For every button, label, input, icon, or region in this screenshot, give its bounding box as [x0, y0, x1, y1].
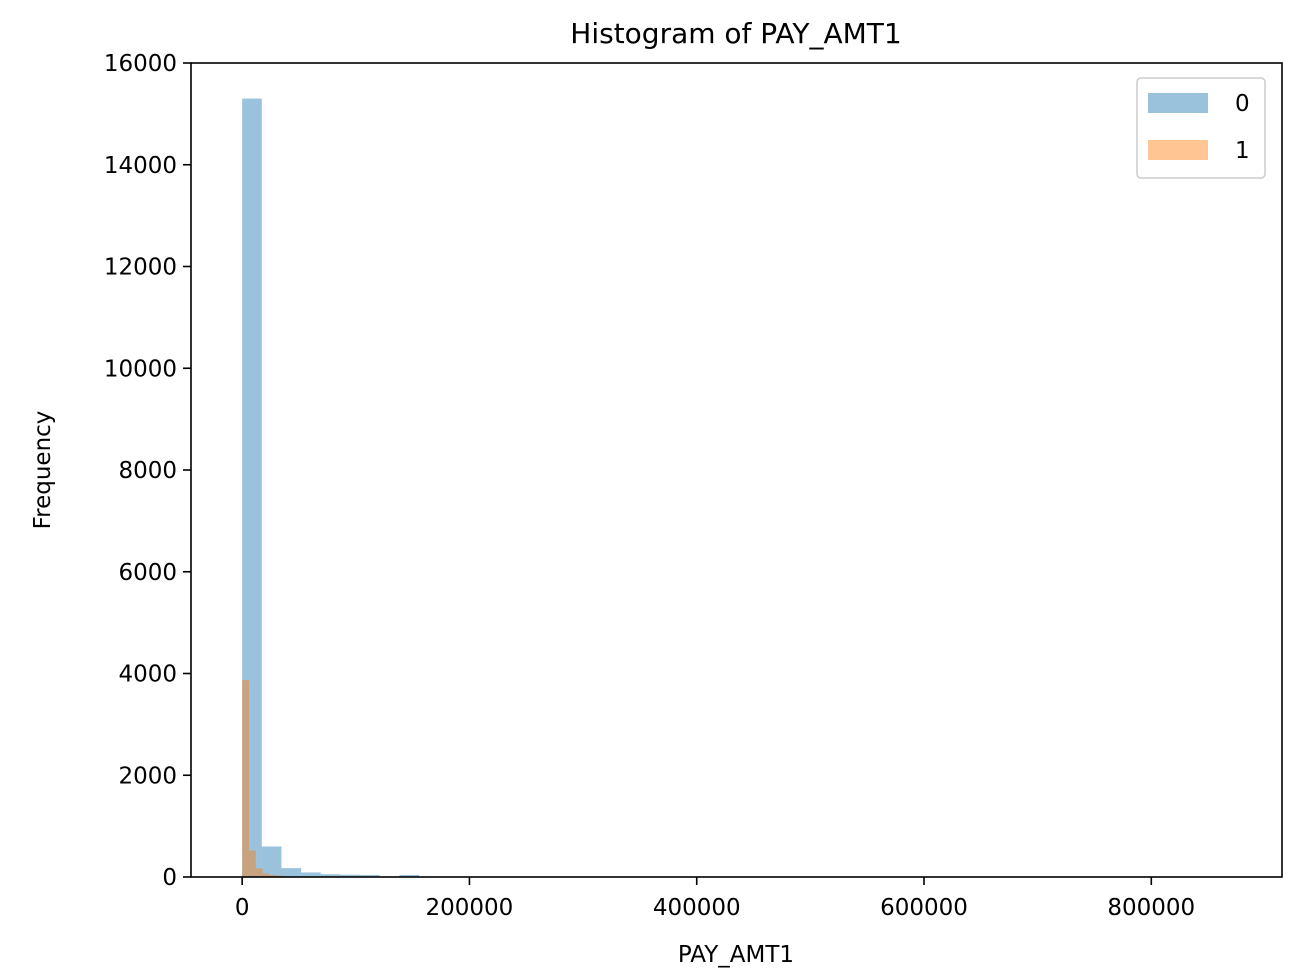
bar-series-0-2 [281, 868, 302, 877]
x-tick-label: 200000 [426, 895, 514, 921]
bar-series-0-6 [360, 874, 380, 877]
x-axis-title: PAY_AMT1 [678, 942, 794, 968]
bar-series-0-4 [320, 874, 341, 877]
y-tick-label: 6000 [118, 560, 177, 586]
bar-series-0-8 [399, 874, 420, 877]
x-tick-label: 0 [235, 895, 250, 921]
y-tick-label: 14000 [104, 153, 177, 179]
legend-swatch-1 [1148, 140, 1208, 160]
bar-series-1-3 [262, 873, 270, 877]
bar-series-0-3 [301, 872, 321, 877]
y-axis-title: Frequency [30, 411, 56, 530]
y-tick-label: 10000 [104, 356, 177, 382]
legend-box [1136, 77, 1266, 179]
bar-series-0-5 [340, 874, 361, 877]
y-tick-label: 2000 [118, 763, 177, 789]
bar-series-1-1 [248, 850, 256, 877]
bar-series-1-4 [269, 874, 277, 877]
legend-label-0: 0 [1235, 91, 1250, 117]
bar-series-0-1 [261, 846, 282, 877]
bar-series-1-0 [242, 680, 249, 877]
y-tick-label: 0 [162, 865, 177, 891]
y-tick-label: 4000 [118, 662, 177, 688]
x-tick-label: 400000 [653, 895, 741, 921]
legend-swatch-0 [1148, 93, 1208, 113]
legend: 01 [1136, 77, 1266, 179]
x-tick-label: 800000 [1107, 895, 1195, 921]
bar-series-0-0 [242, 98, 262, 878]
chart-title: Histogram of PAY_AMT1 [570, 17, 901, 50]
y-axis: 0 2000 4000 6000 8000 10000 12000 14000 16000 [104, 51, 191, 891]
y-tick-label: 8000 [118, 458, 177, 484]
legend-label-1: 1 [1235, 138, 1250, 164]
x-axis: 0 200000 400000 600000 800000 [235, 877, 1195, 921]
y-tick-label: 16000 [104, 51, 177, 77]
bar-series-1-2 [255, 868, 263, 877]
x-tick-label: 600000 [880, 895, 968, 921]
y-tick-label: 12000 [104, 255, 177, 281]
